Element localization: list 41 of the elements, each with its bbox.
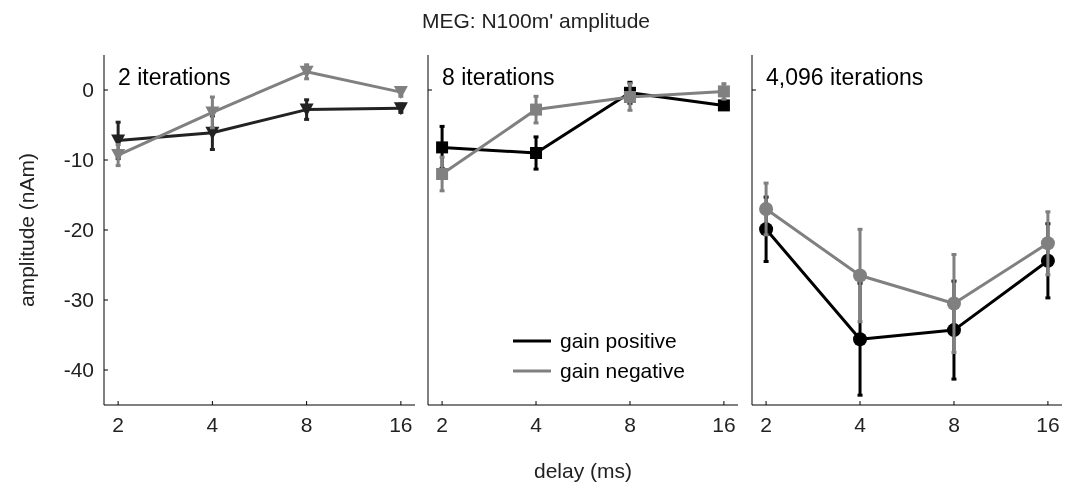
point bbox=[623, 91, 636, 103]
x-tick-label: 8 bbox=[300, 413, 313, 436]
point bbox=[717, 85, 730, 98]
x-tick-label: 2 bbox=[112, 413, 124, 436]
legend-label: gain negative bbox=[560, 359, 685, 382]
point bbox=[393, 102, 408, 116]
y-tick-label: -30 bbox=[63, 288, 94, 312]
x-tick-label: 16 bbox=[1036, 413, 1060, 436]
y-tick-label: -40 bbox=[63, 358, 94, 382]
point bbox=[436, 168, 449, 180]
point bbox=[1040, 236, 1055, 251]
point bbox=[436, 141, 449, 154]
y-axis-title: amplitude (nAm) bbox=[15, 152, 38, 308]
x-tick-label: 2 bbox=[436, 413, 448, 436]
x-tick-label: 4 bbox=[206, 413, 219, 436]
point bbox=[717, 99, 730, 112]
x-tick-label: 8 bbox=[624, 413, 636, 436]
annotation: 2 iterations bbox=[118, 64, 231, 90]
x-tick-label: 4 bbox=[854, 413, 867, 436]
y-tick-label: 0 bbox=[82, 78, 94, 102]
x-tick-label: 16 bbox=[712, 413, 736, 436]
x-tick-label: 16 bbox=[389, 413, 413, 436]
point bbox=[299, 65, 314, 79]
x-tick-label: 8 bbox=[948, 413, 960, 436]
x-tick-label: 4 bbox=[530, 413, 543, 436]
y-tick-label: -20 bbox=[63, 218, 94, 242]
point bbox=[530, 147, 543, 159]
point bbox=[299, 103, 314, 117]
point bbox=[759, 202, 774, 216]
x-tick-label: 2 bbox=[760, 413, 772, 436]
y-tick-label: -10 bbox=[63, 148, 94, 172]
x-axis-title: delay (ms) bbox=[533, 459, 633, 482]
legend-label: gain positive bbox=[560, 329, 677, 352]
annotation: 4,096 iterations bbox=[766, 64, 924, 90]
annotation: 8 iterations bbox=[442, 64, 555, 90]
point bbox=[853, 332, 868, 347]
point bbox=[853, 268, 868, 283]
point bbox=[946, 296, 961, 311]
point bbox=[393, 86, 408, 100]
point bbox=[530, 103, 543, 116]
chart-title: MEG: N100m' amplitude bbox=[421, 9, 651, 32]
